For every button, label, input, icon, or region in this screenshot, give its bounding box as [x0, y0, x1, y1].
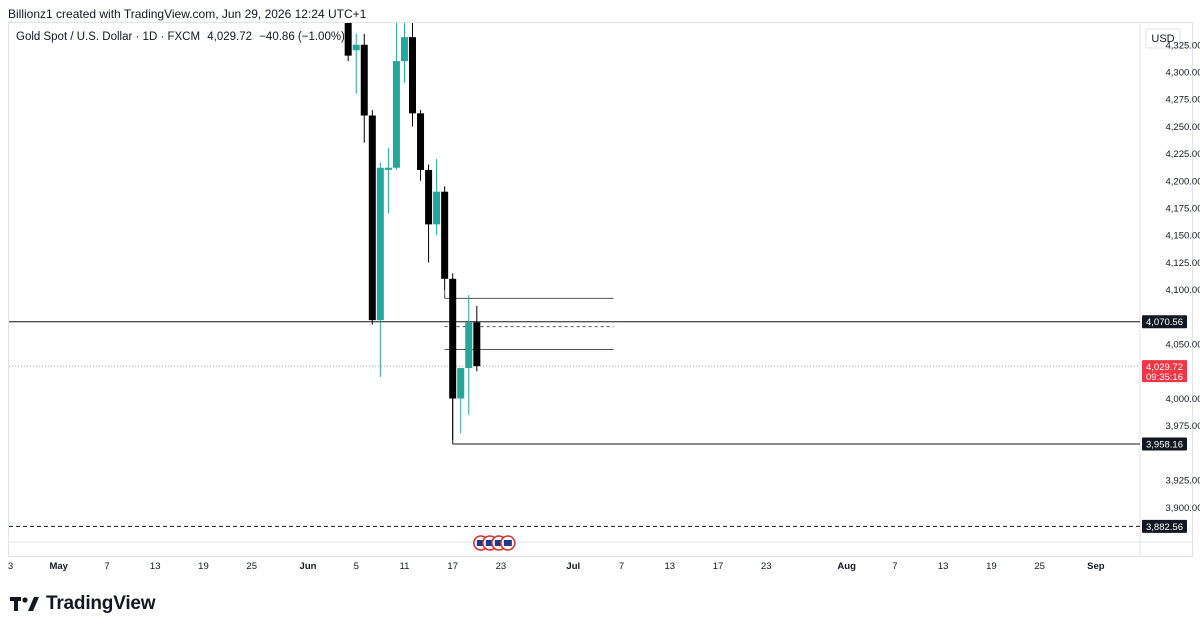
x-tick-label: 19 [198, 561, 209, 572]
x-tick-label: 19 [986, 561, 997, 572]
countdown-label: 09:35:16 [1146, 372, 1183, 383]
price-badge [1142, 315, 1187, 329]
x-tick-label: 7 [892, 561, 897, 572]
y-tick-label: 4,125.00 [1166, 258, 1200, 269]
tradingview-brand: TradingView [46, 593, 156, 614]
us-flag-icon [485, 540, 494, 546]
chart-frame [8, 22, 1193, 557]
x-tick-label: 25 [1034, 561, 1045, 572]
price-badge-label: 4,029.72 [1146, 362, 1183, 373]
price-badge-label: 3,958.16 [1146, 440, 1183, 451]
price-badge [1142, 519, 1187, 533]
x-tick-label: 23 [496, 561, 507, 572]
candle-body [344, 23, 352, 56]
candle-body [449, 278, 457, 399]
y-tick-label: 4,175.00 [1166, 204, 1200, 215]
x-tick-label: 7 [104, 561, 109, 572]
y-tick-label: 3,925.00 [1166, 476, 1200, 487]
y-tick-label: 4,150.00 [1166, 231, 1200, 242]
x-tick-label: 25 [246, 561, 257, 572]
currency-box [1145, 28, 1181, 49]
y-tick-label: 4,250.00 [1166, 122, 1200, 133]
y-tick-label: 4,200.00 [1166, 176, 1200, 187]
candle-body [433, 191, 441, 225]
price-badge [1142, 437, 1187, 451]
price-badge-label: 4,070.56 [1146, 317, 1183, 328]
x-tick-label: 23 [761, 561, 772, 572]
candle-body [376, 167, 384, 321]
x-tick-label: 13 [938, 561, 949, 572]
y-tick-label: 4,225.00 [1166, 149, 1200, 160]
candle-body [352, 44, 360, 51]
chart-legend: Gold Spot / U.S. Dollar · 1D · FXCM 4,02… [16, 31, 349, 43]
currency-label: USD [1151, 33, 1174, 45]
candle-body [441, 191, 449, 279]
x-tick-label: Sep [1087, 561, 1105, 572]
candle-body [360, 44, 368, 116]
price-change: −40.86 (−1.00%) [259, 31, 345, 43]
us-flag-icon [476, 540, 485, 546]
symbol-title: Gold Spot / U.S. Dollar · 1D · FXCM [16, 31, 201, 43]
y-tick-label: 3,975.00 [1166, 421, 1200, 432]
x-tick-label: 13 [150, 561, 161, 572]
x-tick-label: 11 [400, 561, 410, 572]
candle-body [392, 61, 400, 168]
x-tick-label: 3 [8, 561, 13, 572]
y-tick-label: 4,275.00 [1166, 95, 1200, 106]
us-flag-icon [494, 540, 503, 546]
price-badge [1142, 360, 1187, 383]
candle-body [457, 368, 465, 399]
candle-body [417, 113, 425, 170]
x-tick-label: 17 [447, 561, 458, 572]
tradingview-logo-icon [10, 597, 39, 611]
y-tick-label: 3,900.00 [1166, 503, 1200, 514]
y-tick-label: 4,100.00 [1166, 285, 1200, 296]
candle-body [409, 37, 416, 114]
x-tick-label: Jun [300, 561, 317, 572]
candle-body [473, 322, 481, 367]
candle-body [384, 167, 392, 170]
candle-body [465, 322, 473, 369]
x-tick-label: Aug [837, 561, 856, 572]
x-tick-label: 17 [713, 561, 724, 572]
candle-body [400, 37, 408, 62]
x-tick-label: 7 [619, 561, 624, 572]
tradingview-logo[interactable]: TradingView [10, 593, 156, 615]
x-tick-label: 5 [354, 561, 359, 572]
x-tick-label: Jul [566, 561, 580, 572]
price-badge-label: 3,882.56 [1146, 522, 1183, 533]
x-tick-label: 13 [664, 561, 675, 572]
y-tick-label: 4,050.00 [1166, 340, 1200, 351]
candle-body [368, 115, 376, 321]
us-flag-icon [503, 540, 512, 546]
y-tick-label: 4,325.00 [1166, 40, 1200, 51]
y-tick-label: 4,000.00 [1166, 394, 1200, 405]
chart-credit: Billionz1 created with TradingView.com, … [8, 7, 367, 21]
y-tick-label: 4,300.00 [1166, 67, 1200, 78]
plot-area [9, 23, 1140, 527]
last-price: 4,029.72 [207, 31, 253, 43]
candle-body [425, 169, 433, 225]
x-tick-label: May [49, 561, 68, 572]
